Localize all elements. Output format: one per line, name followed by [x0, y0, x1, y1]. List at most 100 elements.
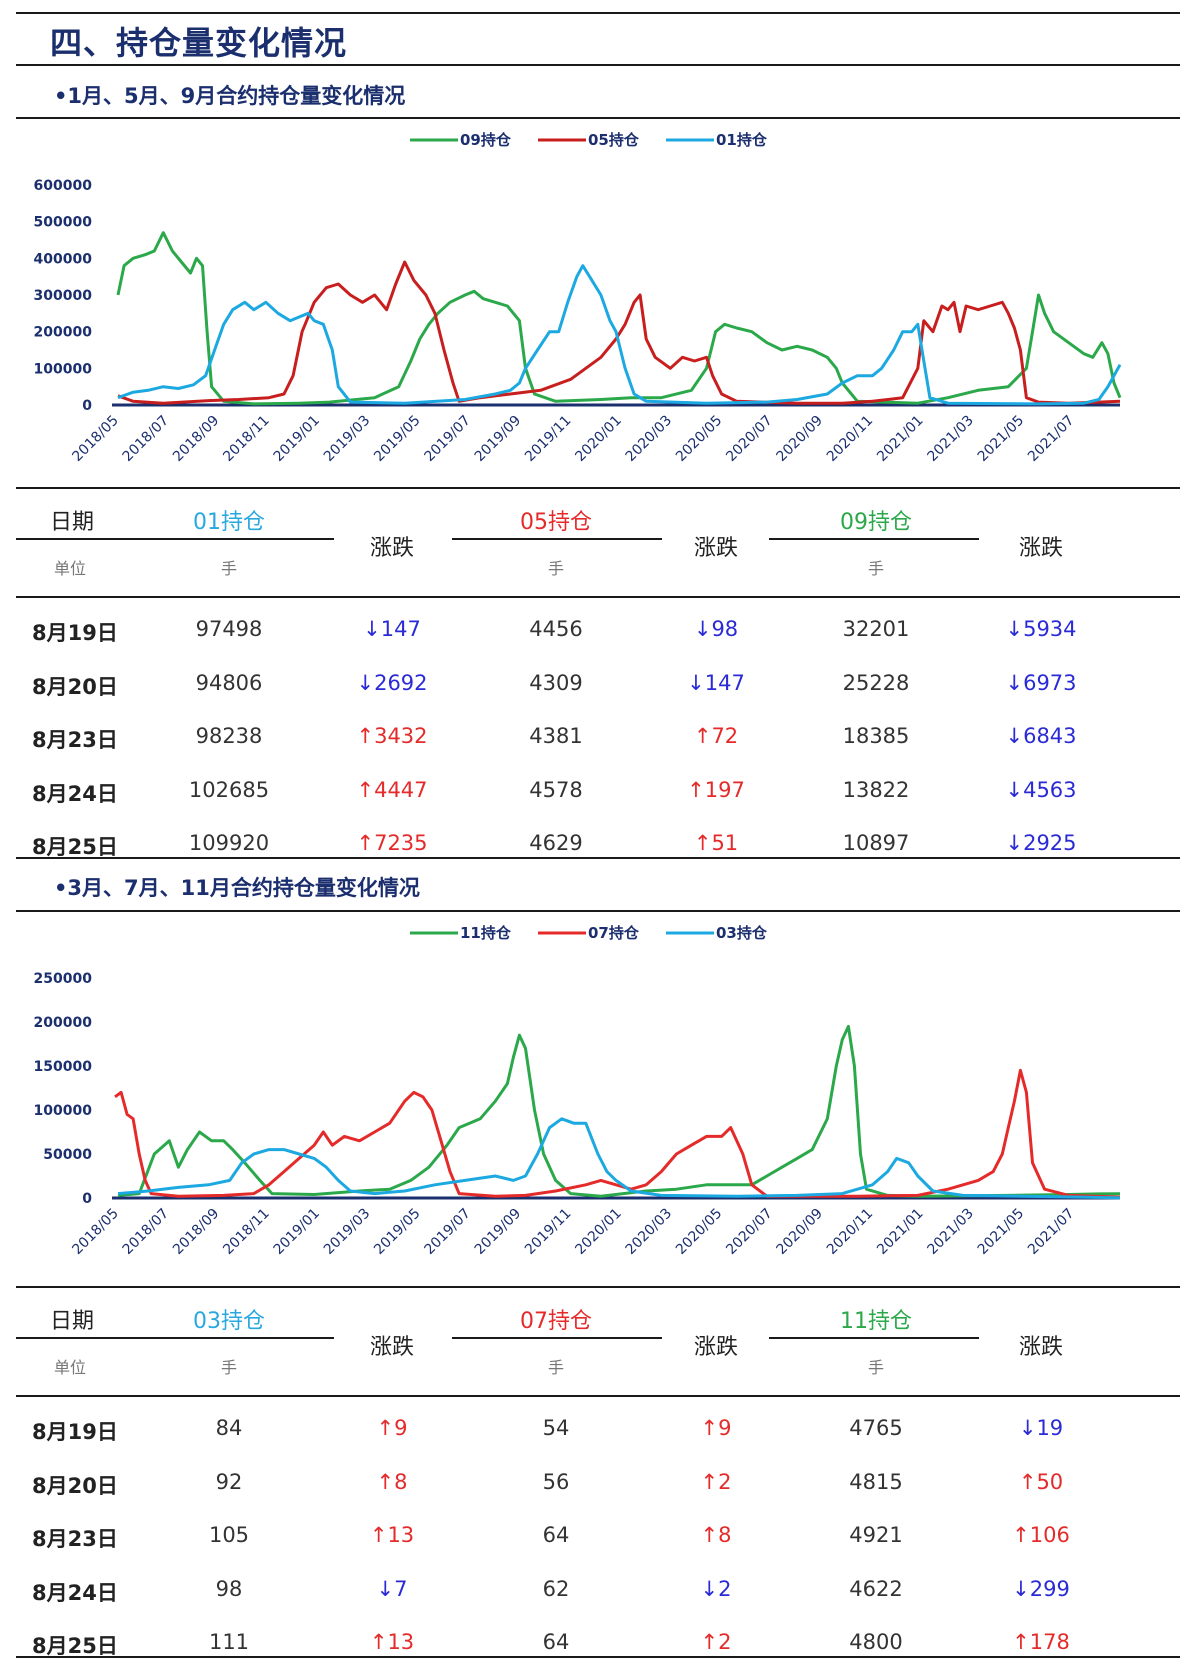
x-tick-label: 2018/09: [170, 1206, 222, 1258]
change-value: 5934: [1023, 617, 1077, 641]
row-change: ↑7235: [356, 831, 427, 855]
change-header: 涨跌: [369, 536, 415, 561]
x-tick-label: 2019/09: [472, 1206, 524, 1258]
y-tick-label: 200000: [34, 1015, 93, 1031]
row-date: 8月23日: [32, 1527, 118, 1551]
header-subrule: [16, 538, 334, 540]
section-2-title: •3月、7月、11月合约持仓量变化情况: [54, 876, 420, 900]
legend-label-0: 11持仓: [460, 924, 512, 942]
arrow-up-icon: ↑: [700, 1630, 719, 1654]
arrow-up-icon: ↑: [1012, 1523, 1030, 1547]
row-change: ↑9: [701, 1416, 732, 1440]
x-tick-label: 2020/07: [723, 1206, 775, 1258]
row-change: ↓147: [687, 671, 745, 695]
table-1: 日期 单位 01持仓手 涨跌 05持仓手 涨跌 09持仓手 涨跌 8月19日 97498 4456 3…: [16, 489, 1180, 859]
unit-header: 单位: [54, 1358, 87, 1377]
row-value: 18385: [842, 724, 910, 748]
x-tick-label: 2021/01: [874, 413, 926, 465]
row-date: 8月24日: [32, 1580, 118, 1605]
series-line-03持仓: [117, 1117, 1121, 1200]
row-value: 64: [542, 1630, 570, 1654]
row-change: ↓6973: [1005, 671, 1076, 695]
arrow-up-icon: ↑: [1018, 1469, 1037, 1494]
x-tick-label: 2019/05: [371, 413, 423, 465]
row-value: 4381: [529, 724, 583, 748]
arrow-up-icon: ↑: [369, 1523, 388, 1547]
series-line-01持仓: [117, 264, 1122, 406]
row-change: ↓147: [363, 617, 421, 641]
table-1-bottom-rule: [16, 857, 1180, 859]
row-value: 102685: [188, 777, 270, 802]
x-tick-label: 2021/01: [874, 1206, 926, 1258]
row-value: 4622: [849, 1576, 903, 1601]
header-subrule: [16, 1337, 334, 1339]
change-value: 13: [387, 1523, 415, 1547]
row-change: ↑13: [370, 1523, 414, 1547]
arrow-up-icon: ↑: [700, 1523, 719, 1547]
series-line-09持仓: [116, 231, 1122, 406]
change-value: 9: [394, 1416, 408, 1440]
x-tick-label: 2018/07: [120, 1206, 172, 1258]
change-value: 7235: [374, 831, 428, 855]
header-subrule: [452, 538, 662, 540]
x-tick-label: 2021/03: [924, 1206, 976, 1258]
date-header: 日期: [50, 1309, 95, 1334]
table-2-top-rule: [16, 1286, 1180, 1288]
change-header: 涨跌: [369, 1335, 415, 1360]
column-header: 07持仓: [520, 1309, 592, 1334]
x-tick-label: 2020/01: [572, 1206, 624, 1258]
row-value: 56: [542, 1469, 570, 1494]
x-tick-label: 2019/11: [522, 1206, 574, 1258]
y-tick-label: 100000: [34, 361, 93, 377]
row-value: 4629: [529, 831, 583, 855]
change-value: 7: [394, 1576, 408, 1601]
row-change: ↓98: [694, 617, 738, 641]
change-value: 19: [1036, 1416, 1064, 1440]
x-tick-label: 2021/05: [975, 1206, 1027, 1258]
section-1-title: •1月、5月、9月合约持仓量变化情况: [54, 84, 406, 108]
change-header: 涨跌: [693, 536, 739, 561]
change-header: 涨跌: [693, 1335, 739, 1360]
row-value: 84: [215, 1416, 243, 1440]
x-tick-label: 2019/11: [522, 413, 574, 465]
x-tick-label: 2020/09: [774, 1206, 826, 1258]
header-bottom-rule: [16, 1395, 1180, 1397]
change-value: 50: [1036, 1469, 1064, 1494]
x-tick-label: 2019/07: [421, 1206, 473, 1258]
row-value: 92: [215, 1469, 243, 1494]
row-date: 8月23日: [32, 728, 118, 752]
column-header: 05持仓: [520, 510, 592, 535]
row-change: ↓6843: [1005, 724, 1076, 748]
x-tick-label: 2021/03: [924, 413, 976, 465]
row-change: ↓2692: [356, 671, 427, 695]
date-header: 日期: [50, 510, 95, 535]
x-tick-label: 2018/11: [220, 413, 272, 465]
unit-hand-label: 手: [547, 559, 565, 578]
row-change: ↑3432: [356, 724, 427, 748]
row-change: ↓5934: [1005, 617, 1076, 641]
row-date: 8月25日: [32, 1634, 118, 1658]
row-change: ↓2925: [1005, 831, 1076, 855]
change-value: 13: [387, 1630, 415, 1654]
change-value: 9: [718, 1416, 732, 1440]
row-value: 4578: [529, 777, 583, 802]
chart-2: 11持仓 07持仓 03持仓 0 50000 100000 150000 200000 2500…: [34, 924, 1121, 1258]
arrow-down-icon: ↓: [356, 670, 375, 695]
row-change: ↑197: [687, 778, 745, 802]
chart-1: 09持仓 05持仓 01持仓 0 100000 200000 300000 400000 500…: [34, 131, 1122, 465]
arrow-up-icon: ↑: [1012, 1630, 1030, 1654]
change-value: 2: [718, 1469, 732, 1494]
row-change: ↑4447: [356, 778, 427, 802]
arrow-up-icon: ↑: [376, 1416, 395, 1440]
row-change: ↑13: [370, 1630, 414, 1654]
y-tick-label: 500000: [34, 215, 93, 231]
row-change: ↑8: [377, 1470, 408, 1494]
arrow-down-icon: ↓: [700, 1576, 719, 1601]
row-change: ↑178: [1012, 1630, 1070, 1654]
change-value: 106: [1029, 1523, 1070, 1547]
section-1-rule: [16, 117, 1180, 119]
y-tick-label: 200000: [34, 325, 93, 341]
change-value: 147: [704, 670, 745, 695]
y-tick-label: 50000: [43, 1147, 92, 1163]
x-tick-label: 2019/01: [271, 413, 323, 465]
